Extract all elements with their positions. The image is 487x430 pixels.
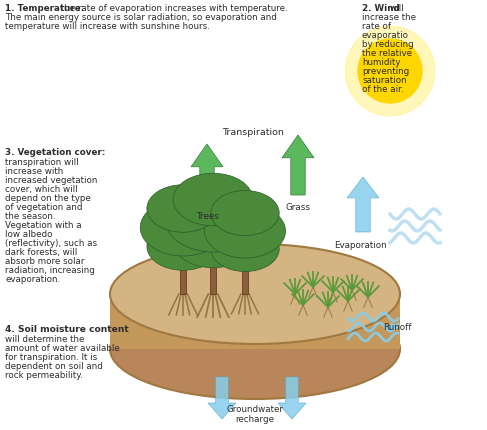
Ellipse shape xyxy=(211,191,279,236)
Text: evaporatio: evaporatio xyxy=(362,31,409,40)
Text: 3. Vegetation cover:: 3. Vegetation cover: xyxy=(5,147,105,157)
Text: the rate of evaporation increases with temperature.: the rate of evaporation increases with t… xyxy=(58,4,288,13)
Text: of the air.: of the air. xyxy=(362,85,404,94)
Text: Groundwater
recharge: Groundwater recharge xyxy=(226,404,283,423)
Ellipse shape xyxy=(205,205,285,258)
Text: depend on the type: depend on the type xyxy=(5,194,91,203)
Text: rate of: rate of xyxy=(362,22,391,31)
Polygon shape xyxy=(278,377,306,419)
Text: saturation: saturation xyxy=(362,76,407,85)
Ellipse shape xyxy=(147,223,219,270)
Text: cover, which will: cover, which will xyxy=(5,184,77,194)
Text: (reflectivity), such as: (reflectivity), such as xyxy=(5,239,97,247)
Polygon shape xyxy=(208,377,236,419)
Text: rock permeability.: rock permeability. xyxy=(5,370,83,379)
Text: 4. Soil moisture content: 4. Soil moisture content xyxy=(5,324,129,333)
Polygon shape xyxy=(282,136,314,196)
Ellipse shape xyxy=(110,244,400,344)
Text: dependent on soil and: dependent on soil and xyxy=(5,361,103,370)
Text: increase with: increase with xyxy=(5,166,63,175)
Bar xyxy=(243,240,248,294)
Ellipse shape xyxy=(166,190,260,252)
Text: Transpiration: Transpiration xyxy=(222,128,284,137)
Text: Trees: Trees xyxy=(196,212,219,221)
Ellipse shape xyxy=(173,174,253,226)
Text: preventing: preventing xyxy=(362,67,409,76)
Polygon shape xyxy=(191,144,223,205)
Text: absorb more solar: absorb more solar xyxy=(5,256,85,265)
Text: the relative: the relative xyxy=(362,49,412,58)
Text: will determine the: will determine the xyxy=(5,334,84,343)
Text: radiation, increasing: radiation, increasing xyxy=(5,265,95,274)
Text: increase the: increase the xyxy=(362,13,416,22)
Text: Grass: Grass xyxy=(285,203,311,212)
Text: evaporation.: evaporation. xyxy=(5,274,60,283)
Text: temperature will increase with sunshine hours.: temperature will increase with sunshine … xyxy=(5,22,210,31)
Text: increased vegetation: increased vegetation xyxy=(5,175,97,184)
Text: 2. Wind: 2. Wind xyxy=(362,4,403,13)
Ellipse shape xyxy=(173,216,253,268)
Bar xyxy=(210,231,216,294)
Text: will: will xyxy=(389,4,404,13)
Polygon shape xyxy=(347,178,379,233)
Text: Vegetation with a: Vegetation with a xyxy=(5,221,82,230)
Text: dark forests, will: dark forests, will xyxy=(5,247,77,256)
Circle shape xyxy=(345,27,435,117)
Text: transpiration will: transpiration will xyxy=(5,158,78,166)
Text: Runoff: Runoff xyxy=(383,323,412,332)
Text: low albedo: low albedo xyxy=(5,230,53,239)
Text: by reducing: by reducing xyxy=(362,40,414,49)
Text: for transpiration. It is: for transpiration. It is xyxy=(5,352,97,361)
Text: Evaporation: Evaporation xyxy=(334,240,386,249)
Circle shape xyxy=(358,40,422,104)
Bar xyxy=(180,237,186,294)
Text: amount of water available: amount of water available xyxy=(5,343,120,352)
Bar xyxy=(110,294,400,349)
Text: of vegetation and: of vegetation and xyxy=(5,203,82,212)
Ellipse shape xyxy=(211,227,279,272)
Text: the season.: the season. xyxy=(5,212,56,221)
Text: The main energy source is solar radiation, so evaporation and: The main energy source is solar radiatio… xyxy=(5,13,277,22)
Ellipse shape xyxy=(147,185,219,233)
Text: 1. Temperature:: 1. Temperature: xyxy=(5,4,84,13)
Ellipse shape xyxy=(140,200,226,256)
Ellipse shape xyxy=(110,299,400,399)
Text: humidity: humidity xyxy=(362,58,400,67)
